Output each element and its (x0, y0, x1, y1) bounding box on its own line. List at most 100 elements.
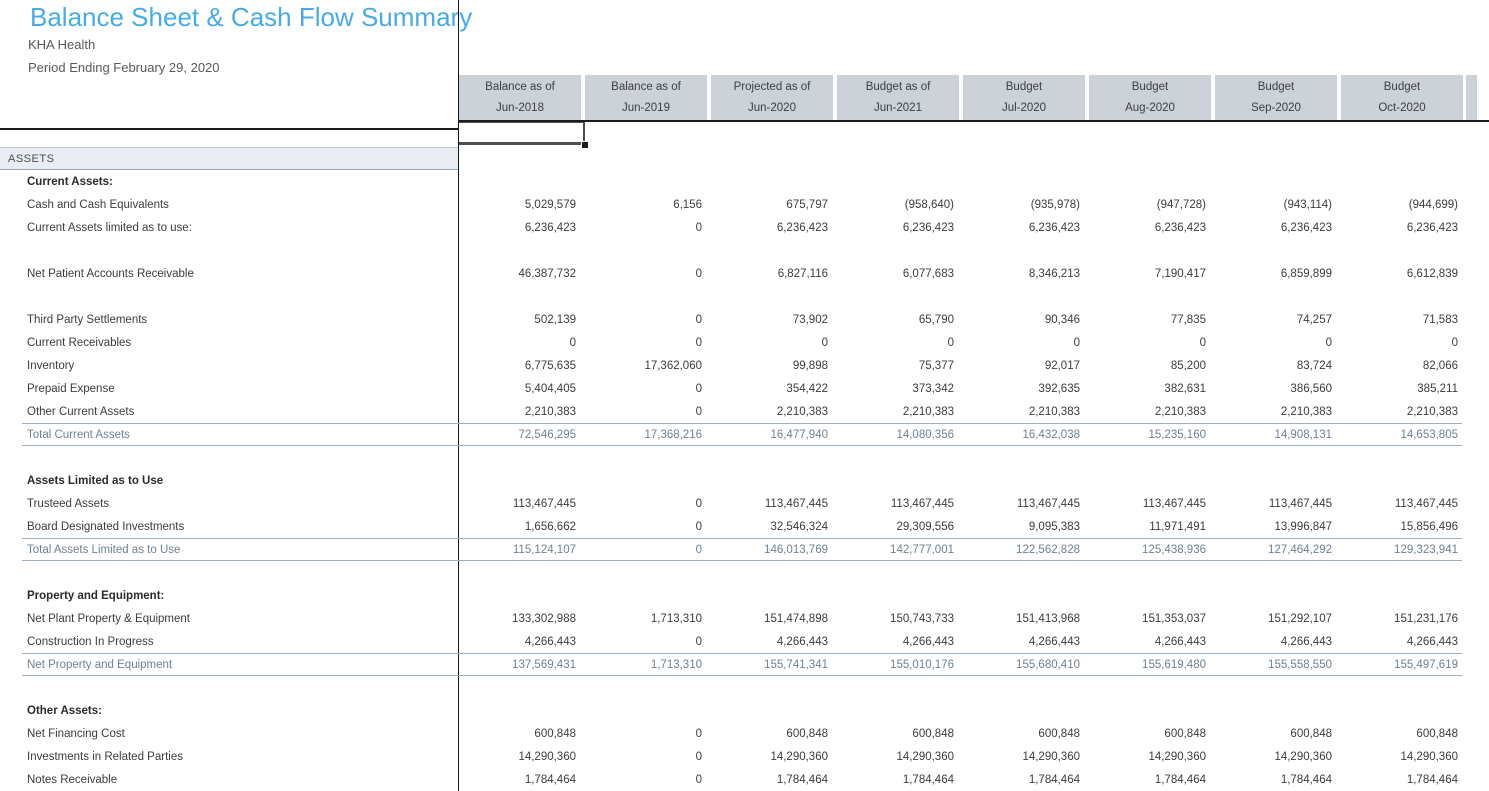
value-cell[interactable]: 90,346 (1044, 313, 1080, 326)
value-cell[interactable]: 6,236,423 (1154, 221, 1206, 234)
value-cell[interactable]: 675,797 (786, 198, 828, 211)
value-cell[interactable]: 600,848 (1416, 727, 1458, 740)
row-label[interactable]: Net Plant Property & Equipment (27, 612, 190, 625)
value-cell[interactable]: 0 (947, 336, 954, 349)
column-header[interactable]: Balance as of Jun-2018 (459, 75, 581, 122)
value-cell[interactable]: 146,013,769 (764, 543, 828, 556)
value-cell[interactable]: 2,210,383 (776, 405, 828, 418)
value-cell[interactable]: 115,124,107 (512, 543, 576, 556)
value-cell[interactable]: 0 (695, 520, 702, 533)
value-cell[interactable]: 6,236,423 (524, 221, 576, 234)
value-cell[interactable]: 0 (695, 497, 702, 510)
value-cell[interactable]: 7,190,417 (1154, 267, 1206, 280)
value-cell[interactable]: 4,266,443 (524, 635, 576, 648)
value-cell[interactable]: 4,266,443 (1406, 635, 1458, 648)
value-cell[interactable]: (944,699) (1408, 198, 1458, 211)
value-cell[interactable]: 14,080,356 (896, 428, 954, 441)
value-cell[interactable]: 113,467,445 (1268, 497, 1332, 510)
row-label[interactable]: Net Property and Equipment (27, 658, 173, 671)
value-cell[interactable]: 0 (695, 267, 702, 280)
value-cell[interactable]: 600,848 (534, 727, 576, 740)
value-cell[interactable]: 0 (695, 313, 702, 326)
row-label[interactable]: Cash and Cash Equivalents (27, 198, 169, 211)
value-cell[interactable]: 155,680,410 (1016, 658, 1080, 671)
row-label[interactable]: Current Receivables (27, 336, 132, 349)
row-label[interactable]: Total Assets Limited as to Use (27, 543, 181, 556)
row-label[interactable]: Board Designated Investments (27, 520, 185, 533)
value-cell[interactable]: 2,210,383 (1028, 405, 1080, 418)
value-cell[interactable]: 1,784,464 (1406, 773, 1458, 786)
value-cell[interactable]: 6,236,423 (1028, 221, 1080, 234)
value-cell[interactable]: 142,777,001 (890, 543, 954, 556)
row-label[interactable]: Investments in Related Parties (27, 750, 183, 763)
row-label[interactable]: Construction In Progress (27, 635, 154, 648)
value-cell[interactable]: 92,017 (1044, 359, 1080, 372)
value-cell[interactable]: 1,656,662 (524, 520, 576, 533)
value-cell[interactable]: 0 (695, 543, 702, 556)
row-label[interactable]: Other Current Assets (27, 405, 135, 418)
value-cell[interactable]: 77,835 (1170, 313, 1206, 326)
value-cell[interactable]: 72,546,295 (518, 428, 576, 441)
value-cell[interactable]: 155,497,619 (1394, 658, 1458, 671)
value-cell[interactable]: 14,290,360 (896, 750, 954, 763)
value-cell[interactable]: 17,368,216 (644, 428, 702, 441)
value-cell[interactable]: 75,377 (918, 359, 954, 372)
selected-cell[interactable] (459, 122, 585, 145)
value-cell[interactable]: 600,848 (786, 727, 828, 740)
value-cell[interactable]: 6,236,423 (1280, 221, 1332, 234)
row-label[interactable]: Notes Receivable (27, 773, 118, 786)
value-cell[interactable]: 29,309,556 (896, 520, 954, 533)
value-cell[interactable]: 1,784,464 (524, 773, 576, 786)
value-cell[interactable]: 137,569,431 (512, 658, 576, 671)
row-label[interactable]: Third Party Settlements (27, 313, 148, 326)
value-cell[interactable]: 113,467,445 (1142, 497, 1206, 510)
row-label[interactable]: Inventory (27, 359, 75, 372)
value-cell[interactable]: 0 (821, 336, 828, 349)
value-cell[interactable]: 0 (695, 727, 702, 740)
value-cell[interactable]: 127,464,292 (1268, 543, 1332, 556)
value-cell[interactable]: 150,743,733 (890, 612, 954, 625)
value-cell[interactable]: 113,467,445 (1016, 497, 1080, 510)
value-cell[interactable]: 6,827,116 (777, 267, 828, 280)
value-cell[interactable]: 15,235,160 (1148, 428, 1206, 441)
value-cell[interactable]: 151,353,037 (1142, 612, 1206, 625)
value-cell[interactable]: 13,996,847 (1274, 520, 1332, 533)
value-cell[interactable]: 0 (1451, 336, 1458, 349)
value-cell[interactable]: 392,635 (1038, 382, 1080, 395)
value-cell[interactable]: 151,231,176 (1394, 612, 1458, 625)
value-cell[interactable]: 2,210,383 (524, 405, 576, 418)
value-cell[interactable]: 16,477,940 (770, 428, 828, 441)
value-cell[interactable]: 14,290,360 (518, 750, 576, 763)
value-cell[interactable]: 0 (1199, 336, 1206, 349)
value-cell[interactable]: 6,236,423 (776, 221, 828, 234)
value-cell[interactable]: 74,257 (1296, 313, 1332, 326)
row-label[interactable]: Current Assets limited as to use: (27, 221, 192, 234)
value-cell[interactable]: 1,784,464 (776, 773, 828, 786)
value-cell[interactable]: 113,467,445 (1394, 497, 1458, 510)
value-cell[interactable]: 99,898 (792, 359, 828, 372)
value-cell[interactable]: 17,362,060 (644, 359, 702, 372)
value-cell[interactable]: 46,387,732 (518, 267, 576, 280)
value-cell[interactable]: 151,292,107 (1268, 612, 1332, 625)
value-cell[interactable]: 14,290,360 (770, 750, 828, 763)
value-cell[interactable]: 6,775,635 (524, 359, 576, 372)
value-cell[interactable]: 14,290,360 (1148, 750, 1206, 763)
row-label[interactable]: Current Assets: (27, 175, 113, 188)
column-header[interactable]: Budget Oct-2020 (1341, 75, 1463, 122)
value-cell[interactable]: 155,558,550 (1268, 658, 1332, 671)
value-cell[interactable]: 1,784,464 (1154, 773, 1206, 786)
value-cell[interactable]: 2,210,383 (1154, 405, 1206, 418)
value-cell[interactable]: 1,784,464 (1028, 773, 1080, 786)
column-header[interactable]: Balance as of Jun-2019 (585, 75, 707, 122)
row-label[interactable]: Assets Limited as to Use (27, 474, 164, 487)
assets-section-band[interactable]: ASSETS (0, 147, 458, 170)
value-cell[interactable]: 32,546,324 (770, 520, 828, 533)
value-cell[interactable]: 6,612,839 (1406, 267, 1458, 280)
value-cell[interactable]: 122,562,828 (1016, 543, 1080, 556)
value-cell[interactable]: 502,139 (534, 313, 576, 326)
value-cell[interactable]: 85,200 (1170, 359, 1206, 372)
value-cell[interactable]: 5,029,579 (524, 198, 576, 211)
value-cell[interactable]: 2,210,383 (902, 405, 954, 418)
value-cell[interactable]: 600,848 (912, 727, 954, 740)
value-cell[interactable]: 151,413,968 (1016, 612, 1080, 625)
